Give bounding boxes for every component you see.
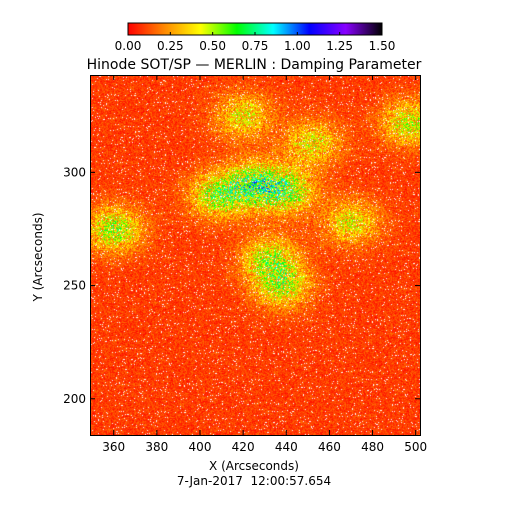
plot-frame bbox=[90, 75, 421, 436]
x-axis-label: X (Arcseconds) bbox=[209, 459, 299, 473]
colorbar-tick-label: 0.50 bbox=[199, 39, 226, 53]
x-tick-label: 380 bbox=[145, 440, 168, 454]
colorbar-tick-label: 0.00 bbox=[115, 39, 142, 53]
colorbar-tick-label: 0.75 bbox=[242, 39, 269, 53]
x-tick-label: 360 bbox=[102, 440, 125, 454]
y-axis-ticks: 200 250 300 bbox=[63, 165, 420, 406]
y-tick-label: 250 bbox=[63, 279, 86, 293]
x-axis-ticks: 360 380 400 420 440 460 480 500 bbox=[102, 75, 427, 454]
heatmap-image bbox=[90, 75, 420, 435]
colorbar-tick-label: 1.00 bbox=[284, 39, 311, 53]
x-tick-label: 400 bbox=[189, 440, 212, 454]
chart-title: Hinode SOT/SP — MERLIN : Damping Paramet… bbox=[87, 57, 422, 73]
x-tick-label: 440 bbox=[275, 440, 298, 454]
x-tick-label: 500 bbox=[404, 440, 427, 454]
colorbar-tick-label: 0.25 bbox=[157, 39, 184, 53]
x-tick-label: 420 bbox=[232, 440, 255, 454]
y-tick-label: 300 bbox=[63, 165, 86, 179]
x-tick-label: 460 bbox=[318, 440, 341, 454]
colorbar-tick-label: 1.25 bbox=[326, 39, 353, 53]
y-tick-label: 200 bbox=[63, 392, 86, 406]
colorbar-tick-label: 1.50 bbox=[369, 39, 396, 53]
colorbar-ticks: 0.00 0.25 0.50 0.75 1.00 1.25 1.50 bbox=[115, 32, 396, 53]
x-tick-label: 480 bbox=[361, 440, 384, 454]
timestamp-label: 7-Jan-2017 12:00:57.654 bbox=[177, 474, 331, 488]
heatmap-image-holder bbox=[90, 75, 420, 435]
y-axis-label: Y (Arcseconds) bbox=[31, 212, 45, 302]
